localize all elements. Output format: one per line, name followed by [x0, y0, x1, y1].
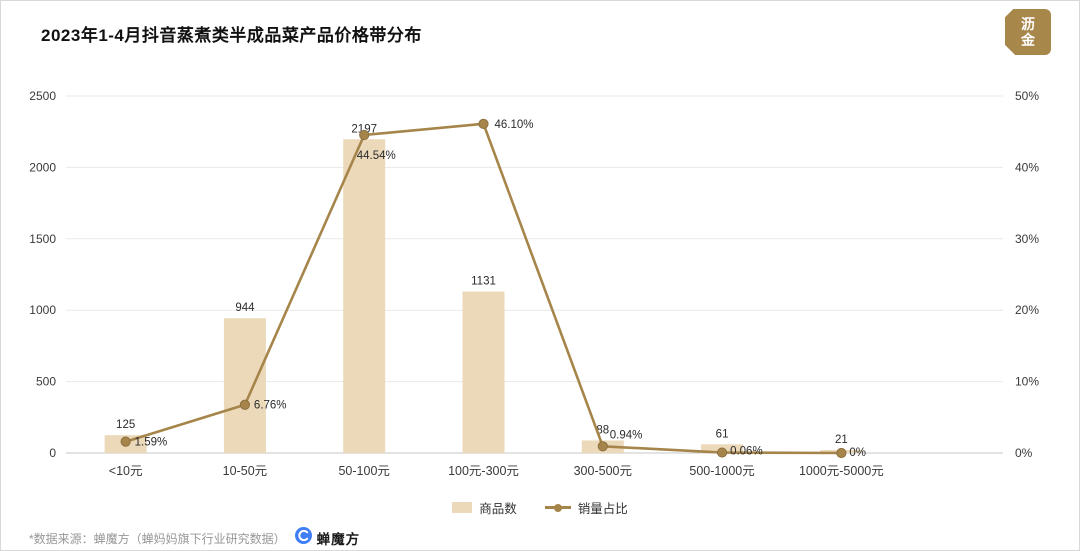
- line-marker: [359, 129, 370, 141]
- line-marker: [716, 447, 728, 458]
- line-value-label: 6.76%: [254, 400, 287, 412]
- right-axis-tick: 20%: [1015, 303, 1039, 317]
- right-axis-tick: 50%: [1015, 89, 1039, 103]
- line-swatch-dot: [553, 503, 562, 512]
- price-band-combo-chart: 0 0% 500 10% 1000 20% 1500 30% 2000 40% 2500 50% 125…: [29, 89, 1039, 478]
- bar-3: [462, 291, 505, 453]
- line-marker: [239, 399, 251, 410]
- x-axis-label: 300-500元: [574, 464, 632, 478]
- chanmofang-logo: 蝉魔方: [294, 527, 361, 549]
- bar-1: [223, 318, 266, 453]
- bar-value-label: 2197: [351, 123, 377, 135]
- line-value-label: 44.54%: [357, 150, 396, 162]
- line-value-label: 0.06%: [730, 446, 763, 458]
- chanmofang-icon: [294, 527, 312, 549]
- x-axis-label: 50-100元: [338, 464, 389, 478]
- lijin-logo: 沥 金: [1005, 9, 1051, 55]
- line-value-label: 0.94%: [610, 429, 643, 441]
- left-axis-tick: 500: [36, 375, 56, 389]
- line-marker: [120, 436, 131, 447]
- right-axis-tick: 40%: [1015, 160, 1039, 174]
- left-axis-tick: 0: [49, 446, 56, 460]
- legend-label-sales-share: 销量占比: [577, 502, 628, 516]
- logo-char-top: 沥: [1021, 15, 1035, 32]
- bar-value-label: 944: [235, 302, 255, 314]
- left-axis-tick: 2000: [29, 160, 56, 174]
- chart-legend: 商品数 销量占比: [1, 498, 1079, 517]
- left-axis-tick: 2500: [29, 89, 56, 103]
- line-marker: [478, 118, 489, 129]
- left-axis-tick: 1000: [29, 303, 56, 317]
- data-source-text: *数据来源：蝉魔方（蝉妈妈旗下行业研究数据）: [29, 531, 286, 546]
- bar-2: [343, 139, 386, 453]
- bar-value-label: 61: [716, 428, 729, 440]
- line-marker: [597, 441, 608, 452]
- bar-value-label: 21: [835, 434, 848, 446]
- right-axis-tick: 30%: [1015, 232, 1039, 246]
- right-axis-tick: 0%: [1015, 446, 1033, 460]
- bar-swatch: [452, 502, 473, 513]
- logo-char-bottom: 金: [1021, 32, 1035, 48]
- chart-title: 2023年1-4月抖音蒸煮类半成品菜产品价格带分布: [41, 26, 422, 45]
- x-axis-label: <10元: [109, 464, 143, 478]
- bar-value-label: 1131: [471, 275, 496, 287]
- x-axis-label: 500-1000元: [689, 464, 754, 478]
- x-axis-label: 100元-300元: [448, 464, 519, 478]
- x-axis-label: 1000元-5000元: [799, 464, 884, 478]
- line-value-label: 0%: [849, 447, 866, 459]
- x-axis-label: 10-50元: [223, 464, 267, 478]
- right-axis-tick: 10%: [1015, 375, 1039, 389]
- legend-item-sales-share: 销量占比: [544, 498, 628, 517]
- left-axis-tick: 1500: [29, 232, 56, 246]
- legend-label-products: 商品数: [479, 502, 517, 516]
- line-value-label: 1.59%: [135, 437, 168, 449]
- bar-value-label: 88: [596, 424, 609, 436]
- line-value-label: 46.10%: [495, 119, 534, 131]
- bar-value-label: 125: [116, 419, 135, 431]
- footer: *数据来源：蝉魔方（蝉妈妈旗下行业研究数据） 蝉魔方: [29, 527, 360, 549]
- brand-name-text: 蝉魔方: [316, 532, 361, 547]
- line-marker: [836, 447, 847, 459]
- line-swatch: [544, 503, 571, 512]
- legend-item-products: 商品数: [452, 498, 517, 517]
